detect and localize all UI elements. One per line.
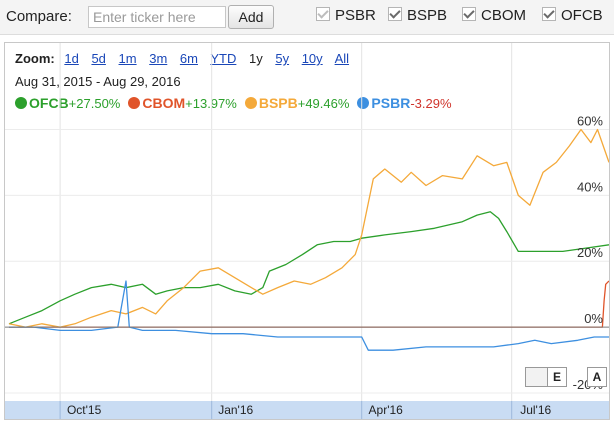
zoom-3m[interactable]: 3m <box>149 51 168 66</box>
y-tick-label: 60% <box>577 114 603 129</box>
legend-dot-icon <box>15 97 27 109</box>
series-line-bspb <box>8 128 609 328</box>
legend-series-change: +49.46% <box>297 96 350 111</box>
date-range-end: Aug 29, 2016 <box>103 74 181 89</box>
x-tick-label: Oct'15 <box>67 403 102 417</box>
y-tick-label: 20% <box>577 245 603 260</box>
add-button[interactable]: Add <box>228 5 274 29</box>
y-tick-label: 40% <box>577 179 603 194</box>
chart-control-stack-icon[interactable] <box>525 367 549 387</box>
date-range-start: Aug 31, 2015 <box>15 74 93 89</box>
zoom-5d[interactable]: 5d <box>91 51 106 66</box>
checkbox-check-icon <box>542 7 556 21</box>
compare-checkbox-label: BSPB <box>407 7 448 24</box>
legend-dot-icon <box>244 97 257 109</box>
zoom-label: Zoom: <box>15 51 55 66</box>
x-tick-label: Apr'16 <box>369 403 404 417</box>
legend-item-ofcb[interactable]: OFCB+27.50% <box>15 95 121 111</box>
zoom-ytd[interactable]: YTD <box>210 51 237 66</box>
zoom-6m[interactable]: 6m <box>179 51 198 66</box>
y-tick-label: 0% <box>584 311 603 326</box>
checkbox-check-icon <box>388 7 402 21</box>
legend-series-change: -3.29% <box>410 96 452 111</box>
legend-item-psbr[interactable]: PSBR-3.29% <box>357 95 452 111</box>
compare-checkbox-label: CBOM <box>481 7 526 24</box>
chart-control-e-button[interactable]: E <box>547 367 567 387</box>
ticker-input[interactable] <box>88 6 226 28</box>
legend-series-change: +27.50% <box>68 96 121 111</box>
legend-series-change: +13.97% <box>185 96 237 111</box>
zoom-all[interactable]: All <box>334 51 350 66</box>
zoom-row: Zoom: 1d 5d 1m 3m 6m YTD 1y 5y 10y All <box>15 51 358 66</box>
zoom-5y[interactable]: 5y <box>275 51 290 66</box>
series-line-ofcb <box>8 211 609 325</box>
zoom-1m[interactable]: 1m <box>118 51 137 66</box>
checkbox-check-icon <box>462 7 476 21</box>
compare-checkbox-label: OFCB <box>561 7 603 24</box>
compare-checkbox-psbr[interactable]: PSBR <box>316 7 376 27</box>
legend-dot-icon <box>128 97 141 109</box>
series-line-cbom <box>9 280 609 328</box>
series-line-psbr <box>9 280 609 351</box>
x-tick-label: Jan'16 <box>218 403 253 417</box>
legend-series-name: BSPB <box>258 95 298 111</box>
chart-control-a-button[interactable]: A <box>587 367 607 387</box>
legend-item-bspb[interactable]: BSPB+49.46% <box>244 95 350 111</box>
chart-legend: OFCB+27.50% CBOM+13.97% BSPB+49.46% PSBR-3.… <box>15 95 460 111</box>
zoom-10y[interactable]: 10y <box>301 51 323 66</box>
time-axis-strip <box>5 401 609 419</box>
compare-checkbox-label: PSBR <box>335 7 376 24</box>
zoom-1y[interactable]: 1y <box>248 51 263 66</box>
date-range: Aug 31, 2015 - Aug 29, 2016 <box>15 74 181 89</box>
legend-series-name: PSBR <box>371 95 411 111</box>
compare-checkbox-cbom[interactable]: CBOM <box>462 7 526 27</box>
legend-dot-icon <box>357 97 370 109</box>
zoom-1d[interactable]: 1d <box>64 51 79 66</box>
checkbox-check-icon <box>316 7 330 21</box>
chart-panel: Zoom: 1d 5d 1m 3m 6m YTD 1y 5y 10y All A… <box>4 42 610 420</box>
compare-checkbox-bspb[interactable]: BSPB <box>388 7 447 27</box>
compare-label: Compare: <box>6 8 72 25</box>
legend-series-name: CBOM <box>142 95 186 111</box>
compare-checkbox-ofcb[interactable]: OFCB <box>542 7 603 27</box>
compare-bar: Compare: Add PSBR BSPB CBOM OFCB <box>0 0 614 35</box>
x-tick-label: Jul'16 <box>520 403 551 417</box>
legend-series-name: OFCB <box>29 95 69 111</box>
legend-item-cbom[interactable]: CBOM+13.97% <box>128 95 237 111</box>
date-range-separator: - <box>95 74 101 89</box>
